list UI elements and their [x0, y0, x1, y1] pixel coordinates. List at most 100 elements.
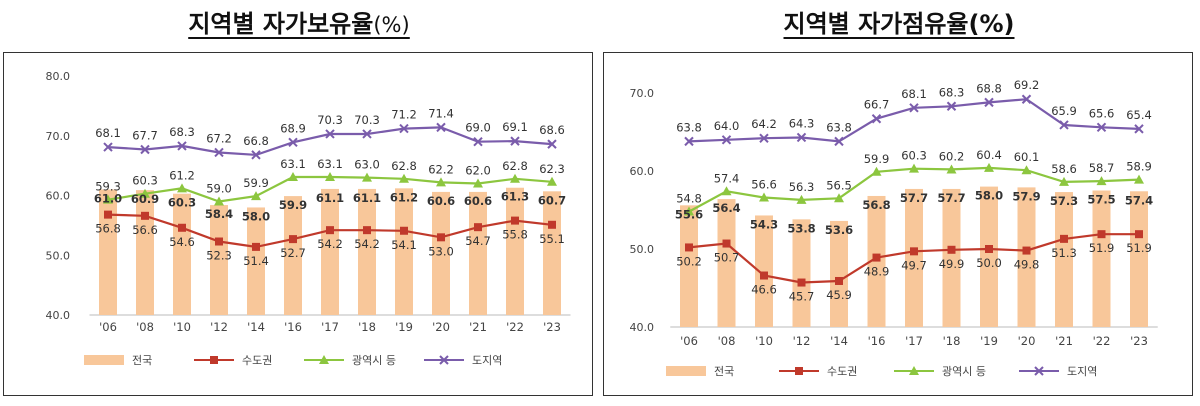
- data-label-province: 68.3: [939, 85, 965, 99]
- bar-national: [1055, 192, 1073, 327]
- legend-label-metro: 광역시 등: [352, 354, 396, 367]
- x-tick-label: '21: [1055, 334, 1073, 348]
- point-province: [251, 150, 261, 160]
- point-capital: [215, 237, 223, 246]
- bar-national: [321, 188, 339, 315]
- y-tick-label: 50.0: [46, 249, 71, 262]
- data-label-national: 60.6: [464, 194, 492, 208]
- data-label-capital: 51.3: [1051, 246, 1077, 260]
- data-label-metro: 61.2: [169, 168, 195, 182]
- x-tick-label: '19: [395, 320, 413, 334]
- bar-national: [99, 189, 117, 315]
- data-label-metro: 59.0: [206, 181, 232, 195]
- point-metro: [436, 177, 446, 187]
- data-label-capital: 54.7: [465, 234, 491, 248]
- data-label-province: 63.8: [676, 120, 702, 134]
- point-metro: [251, 191, 261, 201]
- x-tick-label: '21: [469, 320, 487, 334]
- point-province: [325, 129, 335, 139]
- point-metro: [547, 176, 557, 186]
- data-label-national: 56.4: [712, 201, 740, 215]
- data-label-national: 61.2: [390, 190, 418, 204]
- point-capital: [178, 223, 186, 232]
- data-label-province: 68.9: [280, 121, 306, 135]
- point-province: [436, 122, 446, 133]
- legend-marker-metro: [319, 355, 329, 364]
- x-tick-label: '14: [247, 320, 265, 334]
- bar-national: [358, 188, 376, 315]
- data-label-metro: 62.8: [391, 159, 417, 173]
- point-province: [1059, 120, 1069, 130]
- bar-national: [247, 207, 265, 315]
- data-label-province: 65.6: [1089, 106, 1115, 120]
- data-label-national: 57.7: [937, 191, 965, 205]
- data-label-capital: 51.4: [243, 254, 269, 268]
- data-label-metro: 63.1: [317, 157, 343, 171]
- data-label-capital: 45.9: [826, 288, 852, 302]
- data-label-metro: 59.9: [864, 152, 890, 166]
- legend-marker-province: [1034, 366, 1044, 376]
- data-label-national: 60.7: [538, 193, 566, 207]
- bar-national: [173, 193, 191, 315]
- bar-national: [136, 190, 154, 315]
- data-label-capital: 52.7: [280, 246, 306, 260]
- point-metro: [1134, 174, 1144, 184]
- data-label-capital: 48.9: [864, 265, 890, 279]
- point-metro: [834, 193, 844, 203]
- home-occupancy-chart: 40.0 50.0 60.0 70.0 63.8 64.0 64.2 64.3 63.8 66.7…: [630, 78, 1158, 378]
- x-tick-label: '18: [358, 320, 376, 334]
- data-label-national: 57.5: [1087, 193, 1115, 207]
- bar-national: [905, 188, 923, 327]
- data-label-capital: 49.8: [1014, 258, 1040, 272]
- y-tick-label: 70.0: [630, 87, 655, 100]
- data-label-capital: 51.9: [1089, 241, 1115, 255]
- y-tick-label: 60.0: [630, 165, 655, 178]
- legend-label-capital: 수도권: [242, 354, 272, 367]
- x-tick-label: '20: [432, 320, 450, 334]
- point-province: [140, 144, 150, 155]
- y-tick-label: 80.0: [46, 70, 71, 83]
- bar-national: [210, 205, 228, 315]
- legend-marker-capital: [210, 356, 218, 364]
- bar-national: [1017, 187, 1036, 327]
- legend-marker-province: [439, 355, 449, 365]
- point-province: [1134, 124, 1144, 134]
- data-label-province: 70.3: [354, 113, 380, 127]
- data-label-capital: 53.0: [428, 244, 454, 258]
- point-metro: [177, 183, 187, 193]
- point-capital: [872, 253, 881, 262]
- data-label-metro: 56.3: [789, 180, 815, 194]
- left-chart-panel: 지역별 자가보유율(%) 40.0 50.0 60.0 70.0 80.0 68.1 67.…: [0, 0, 598, 406]
- data-label-national: 53.6: [825, 223, 853, 237]
- data-label-province: 70.3: [317, 113, 343, 127]
- point-capital: [437, 233, 445, 242]
- data-label-metro: 59.3: [95, 180, 121, 194]
- data-label-national: 58.4: [205, 207, 233, 221]
- data-label-province: 63.8: [826, 120, 852, 134]
- point-metro: [288, 171, 298, 181]
- data-label-capital: 55.1: [539, 232, 565, 246]
- point-metro: [1096, 176, 1107, 186]
- point-capital: [400, 226, 408, 235]
- data-label-province: 65.9: [1051, 104, 1077, 118]
- data-label-capital: 49.7: [901, 258, 927, 272]
- data-label-national: 53.8: [787, 221, 815, 235]
- point-province: [399, 123, 409, 134]
- bar-national: [1130, 191, 1148, 327]
- legend-label-capital: 수도권: [827, 365, 857, 378]
- bar-national: [395, 188, 413, 315]
- legend-label-province: 도지역: [1067, 365, 1097, 378]
- x-tick-label: '20: [1018, 334, 1036, 348]
- data-label-province: 68.1: [901, 87, 927, 101]
- y-tick-label: 40.0: [630, 321, 655, 334]
- data-label-national: 57.7: [900, 191, 928, 205]
- data-label-metro: 63.1: [280, 157, 306, 171]
- data-label-national: 55.6: [675, 207, 703, 221]
- point-province: [473, 137, 483, 147]
- point-capital: [548, 220, 556, 229]
- bar-national: [506, 187, 524, 315]
- x-tick-label: '18: [943, 334, 961, 348]
- data-label-province: 68.3: [169, 125, 195, 139]
- data-label-national: 54.3: [750, 217, 778, 231]
- data-label-metro: 56.5: [826, 178, 852, 192]
